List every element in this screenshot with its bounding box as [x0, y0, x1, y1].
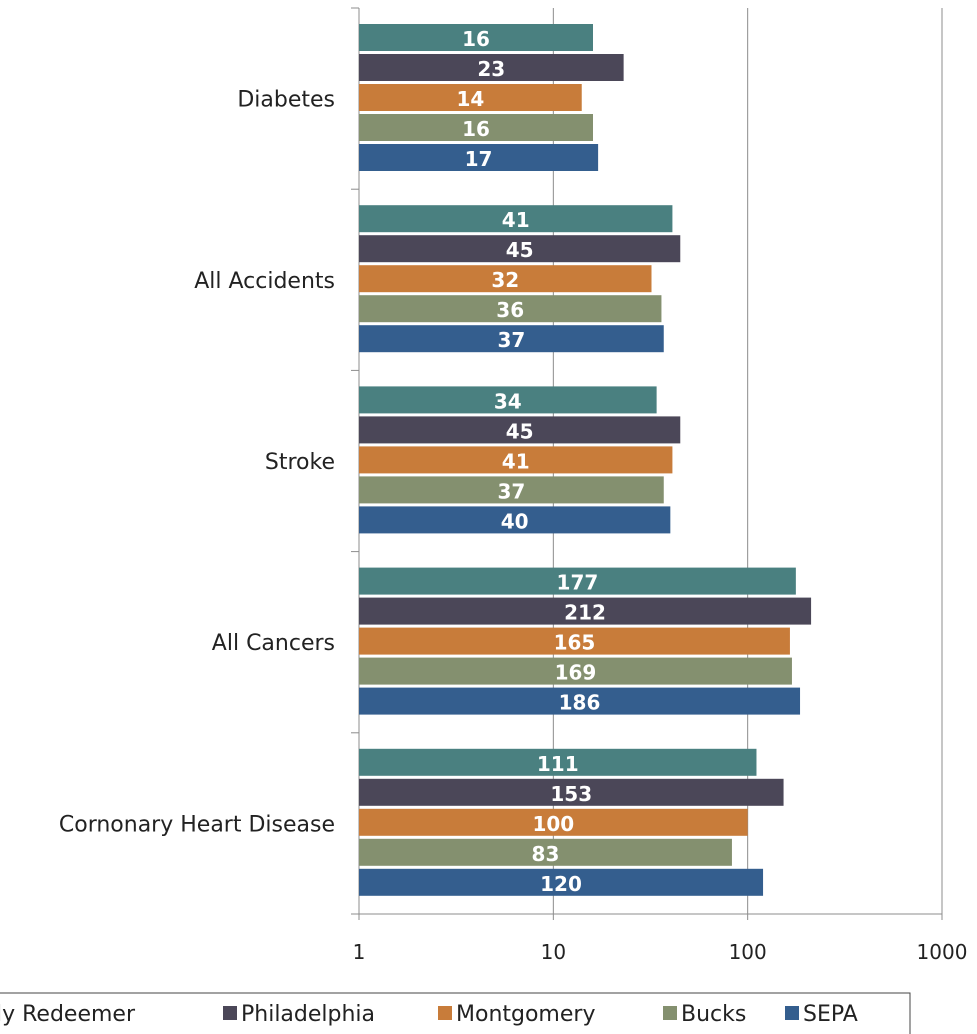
- legend-swatch: [785, 1006, 799, 1020]
- data-label: 37: [497, 479, 525, 503]
- bar: [359, 808, 748, 836]
- bar: [359, 687, 801, 715]
- bars: [359, 24, 812, 896]
- bar: [359, 386, 657, 414]
- bar: [359, 144, 599, 171]
- bar: [359, 476, 664, 504]
- bar: [359, 205, 673, 233]
- bar: [359, 114, 594, 141]
- data-label: 37: [497, 328, 525, 352]
- bar: [359, 24, 594, 51]
- x-tick-label: 100: [729, 940, 767, 964]
- data-label: 14: [456, 87, 484, 111]
- data-label: 32: [491, 268, 519, 292]
- bar: [359, 446, 673, 474]
- x-tick-label: 1000: [917, 940, 968, 964]
- data-label: 17: [465, 147, 493, 171]
- legend: Holy Redeemer Philadelphia Montgomery Bucks…: [0, 992, 911, 1034]
- data-label: 40: [501, 509, 529, 533]
- data-label: 100: [532, 812, 574, 836]
- data-label: 41: [502, 449, 530, 473]
- bar: [359, 295, 662, 323]
- category-label: Stroke: [265, 450, 335, 475]
- bar: [359, 838, 732, 866]
- bar: [359, 235, 681, 263]
- data-label: 165: [554, 631, 596, 655]
- bar: [359, 868, 764, 896]
- bar: [359, 416, 681, 444]
- category-label: All Accidents: [194, 269, 335, 294]
- data-label: 45: [506, 419, 534, 443]
- legend-swatch: [223, 1006, 237, 1020]
- bar: [359, 54, 624, 81]
- legend-label: Montgomery: [456, 1002, 595, 1027]
- bar: [359, 265, 652, 293]
- bar: [359, 778, 784, 806]
- category-label: All Cancers: [212, 631, 335, 656]
- data-label: 111: [537, 752, 579, 776]
- data-label: 169: [555, 661, 597, 685]
- legend-label: Bucks: [681, 1002, 746, 1027]
- data-label: 83: [532, 842, 560, 866]
- bar: [359, 748, 757, 776]
- data-label: 23: [477, 57, 505, 81]
- data-label: 36: [496, 298, 524, 322]
- data-label: 41: [502, 208, 530, 232]
- data-label: 153: [550, 782, 592, 806]
- data-label: 45: [506, 238, 534, 262]
- legend-swatch: [663, 1006, 677, 1020]
- bar: [359, 597, 812, 625]
- legend-box: [0, 992, 911, 1034]
- x-tick-label: 10: [541, 940, 566, 964]
- data-label: 16: [462, 27, 490, 51]
- bar: [359, 567, 796, 595]
- category-label: Diabetes: [237, 88, 335, 113]
- labels: 1 10 100 1000 Diabetes 16 23 14 16 17 All Accident…: [59, 27, 968, 964]
- data-label: 212: [564, 601, 606, 625]
- category-label: Cornonary Heart Disease: [59, 812, 335, 837]
- bar: [359, 84, 582, 111]
- data-label: 34: [494, 389, 522, 413]
- data-label: 177: [557, 571, 599, 595]
- legend-label: Holy Redeemer: [0, 1002, 136, 1027]
- bar: [359, 506, 671, 534]
- x-tick-label: 1: [353, 940, 366, 964]
- bar: [359, 627, 790, 655]
- legend-label: Philadelphia: [241, 1002, 375, 1027]
- legend-label: SEPA: [803, 1002, 858, 1027]
- legend-swatch: [438, 1006, 452, 1020]
- data-label: 120: [540, 872, 582, 896]
- bar: [359, 657, 792, 685]
- data-label: 186: [559, 691, 601, 715]
- data-label: 16: [462, 117, 490, 141]
- bar: [359, 325, 664, 353]
